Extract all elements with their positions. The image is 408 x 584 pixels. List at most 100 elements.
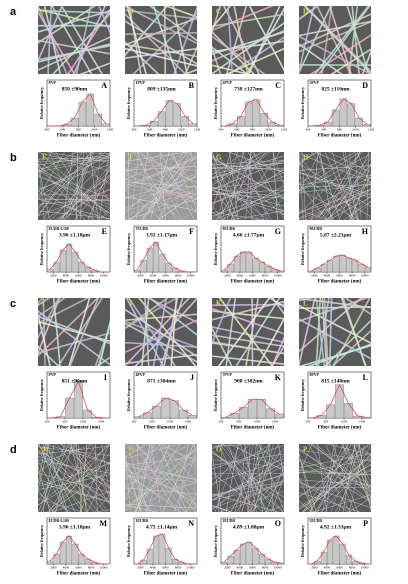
bar (94, 113, 102, 127)
sem-image (212, 152, 284, 220)
fiber (125, 47, 197, 59)
fiber (328, 157, 371, 220)
fiber (328, 152, 371, 173)
fiber (56, 444, 109, 512)
bar (188, 415, 197, 419)
bar (65, 397, 74, 419)
fiber (272, 152, 278, 220)
x-tick-label: 400 (45, 128, 50, 132)
fiber (212, 179, 284, 189)
fiber (351, 6, 360, 74)
fiber (299, 453, 317, 512)
fiber (125, 308, 197, 358)
fiber (212, 444, 272, 480)
y-axis-label: Relative frequency (300, 525, 305, 557)
fiber (45, 152, 110, 163)
fiber (299, 448, 371, 502)
fiber (173, 449, 197, 512)
fiber (299, 183, 371, 219)
fiber (299, 450, 371, 492)
bar (333, 255, 340, 273)
fiber (326, 163, 371, 220)
annotation: 871 ±304nm (147, 378, 176, 384)
fiber (302, 444, 370, 512)
x-tick-label: 600 (150, 420, 155, 424)
bar (327, 259, 333, 273)
x-tick-label: 1400 (272, 420, 279, 424)
fiber (271, 336, 284, 366)
fiber (299, 20, 371, 37)
fiber (328, 298, 333, 366)
y-axis-label: Relative frequency (126, 379, 131, 411)
x-tick-label: 8000 (349, 274, 356, 278)
series-name: 9EUDR (310, 227, 323, 231)
x-tick-label: 1000 (341, 420, 348, 424)
fiber (324, 189, 371, 220)
fiber (146, 444, 170, 512)
fiber (299, 152, 321, 193)
fiber (44, 175, 110, 220)
y-axis-label: Relative frequency (213, 525, 218, 557)
bar (352, 259, 359, 273)
fiber (247, 444, 257, 512)
fiber (356, 152, 371, 188)
x-tick-label: 10000 (100, 566, 108, 570)
fiber (315, 444, 371, 498)
bar (53, 261, 60, 273)
fiber (125, 458, 151, 512)
fiber (302, 456, 371, 512)
fiber (323, 298, 329, 366)
x-tick-label: 6000 (75, 566, 82, 570)
fiber (38, 163, 86, 220)
fiber (301, 152, 306, 220)
fiber (344, 152, 359, 220)
fiber (126, 6, 147, 74)
fiber (214, 444, 240, 512)
fiber (268, 298, 284, 308)
fiber (247, 444, 251, 512)
fiber (162, 444, 197, 510)
fiber (98, 318, 110, 366)
fiber (218, 152, 256, 220)
fiber (38, 456, 110, 502)
fiber (317, 444, 328, 512)
image-letter: B (129, 8, 134, 16)
fiber (212, 176, 269, 220)
fiber (125, 462, 148, 512)
fiber (57, 298, 104, 366)
x-tick-label: 8000 (88, 274, 95, 278)
fiber (38, 493, 72, 512)
annotation: 738 ±127nm (234, 86, 263, 92)
bar (221, 269, 228, 273)
fiber (309, 444, 371, 487)
image-letter: F (129, 154, 133, 162)
fiber (328, 6, 352, 74)
fiber (220, 185, 284, 220)
fiber (135, 152, 149, 220)
fiber (299, 152, 315, 166)
bar (333, 535, 340, 565)
fiber (299, 492, 361, 512)
fiber (212, 175, 284, 204)
x-tick-label: 2000 (50, 274, 57, 278)
series-name: 1EUDR (136, 519, 149, 523)
fiber (212, 6, 222, 35)
fiber (212, 473, 284, 474)
fit-curve (136, 533, 194, 565)
series-name: 9EUDR (223, 227, 236, 231)
fiber (212, 355, 284, 365)
fiber (299, 163, 371, 208)
fiber (140, 152, 197, 215)
fiber (299, 298, 314, 302)
fiber (125, 458, 197, 508)
x-tick-label: 1000 (80, 420, 87, 424)
y-axis-label: Relative frequency (39, 379, 44, 411)
x-tick-label: 1000 (352, 128, 359, 132)
fiber (55, 152, 100, 220)
fiber (228, 444, 284, 471)
fiber (212, 455, 284, 511)
fiber (152, 298, 168, 366)
fiber (91, 152, 102, 220)
fiber (332, 298, 371, 366)
fit-curve (223, 541, 281, 564)
